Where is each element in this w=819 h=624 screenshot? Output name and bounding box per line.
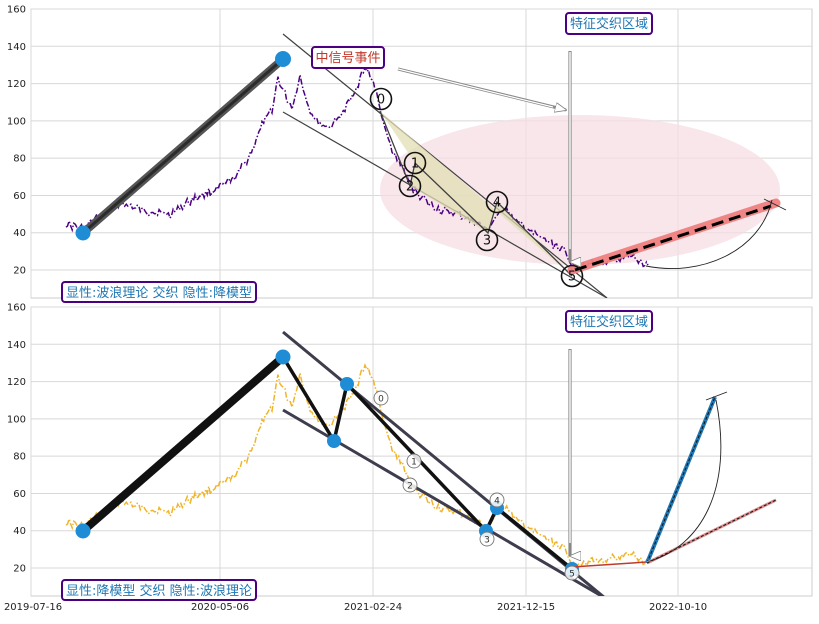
wave-marker-circle	[560, 264, 584, 288]
top-y-ticks: 20 40 60 80 100 120 140 160	[7, 5, 26, 277]
bottom-secondary-peak-point	[340, 377, 354, 391]
bottom-grid	[30, 306, 812, 596]
y-tick-label: 40	[13, 228, 26, 239]
wave-marker-label: 1	[411, 457, 417, 467]
wave-marker-circle	[402, 477, 418, 493]
x-tick-label: 2021-12-15	[497, 602, 555, 613]
y-tick-label: 40	[13, 526, 26, 537]
bottom-price-series	[65, 362, 649, 569]
top-grid	[30, 8, 812, 298]
top-zone-box: 特征交织区域	[565, 12, 653, 35]
top-peak-point	[275, 51, 291, 67]
x-tick-label: 2022-10-10	[649, 602, 707, 613]
top-upper-trendline	[282, 33, 608, 298]
bottom-y-ticks: 20 40 60 80 100 120 140 160	[7, 303, 26, 575]
wave-marker-circle	[479, 531, 495, 547]
event-arrow-inner	[397, 68, 554, 108]
y-tick-label: 140	[7, 42, 26, 53]
wave-marker-circle	[564, 565, 580, 581]
wave-channel-fill	[380, 111, 572, 276]
top-forecast-arc	[645, 199, 773, 269]
bottom-peak-point	[275, 349, 291, 365]
wave-marker-label: 1	[411, 157, 419, 172]
wave-marker-circle	[489, 492, 505, 508]
bottom-zone-text: 特征交织区域	[570, 314, 648, 330]
top-legend-text: 显性:波浪理论 交织 隐性:降模型	[66, 285, 252, 301]
wave-marker-circle	[373, 390, 389, 406]
y-tick-label: 100	[7, 116, 26, 127]
bottom-initial-wave-line	[79, 353, 287, 535]
wave-marker-circle	[403, 151, 427, 175]
wave-marker-label: 3	[483, 234, 491, 249]
bottom-legend-text: 显性:降模型 交织 隐性:波浪理论	[66, 583, 252, 599]
top-zone-text: 特征交织区域	[570, 16, 648, 32]
bottom-wave-labels: 0 1 2 3 4 5	[373, 390, 580, 581]
wave-marker-label: 4	[493, 196, 501, 211]
bottom-start-point	[75, 523, 91, 539]
event-box: 中信号事件	[311, 46, 385, 69]
y-tick-label: 20	[13, 564, 26, 575]
top-legend-box: 显性:波浪理论 交织 隐性:降模型	[61, 281, 257, 303]
y-tick-label: 80	[13, 154, 26, 165]
bottom-zone-box: 特征交织区域	[565, 310, 653, 333]
x-tick-label: 2021-02-24	[344, 602, 402, 613]
top-forecast-line	[567, 198, 781, 275]
top-plot-area: 0 1 2 3 4 5	[65, 33, 787, 298]
wave-marker-label: 0	[377, 93, 385, 108]
y-tick-label: 120	[7, 377, 26, 388]
bottom-forecast-down-line	[571, 561, 648, 568]
bottom-trough-point	[327, 434, 341, 448]
wave-marker-circle	[369, 87, 393, 111]
top-forecast-dashes	[574, 204, 772, 272]
top-price-series	[65, 64, 649, 271]
bottom-lower-forecast-dash	[646, 499, 777, 564]
y-tick-label: 160	[7, 5, 26, 16]
wave-marker-circle	[398, 174, 422, 198]
wave-marker-label: 5	[569, 569, 575, 579]
wave-marker-label: 0	[378, 394, 384, 404]
y-tick-label: 20	[13, 266, 26, 277]
y-tick-label: 120	[7, 79, 26, 90]
wave-marker-label: 3	[484, 535, 490, 545]
top-initial-wave-core	[82, 57, 284, 235]
bottom-forecast-endcap	[705, 391, 728, 401]
x-tick-label: 2019-07-16	[4, 602, 62, 613]
top-wave-labels: 0 1 2 3 4 5	[369, 87, 584, 288]
wave-marker-label: 5	[568, 270, 576, 285]
y-tick-label: 80	[13, 452, 26, 463]
y-tick-label: 140	[7, 340, 26, 351]
wave-marker-label: 2	[406, 180, 414, 195]
wave-marker-circle	[485, 190, 509, 214]
x-tick-label: 2020-05-06	[191, 602, 249, 613]
event-text: 中信号事件	[315, 51, 380, 66]
y-tick-label: 100	[7, 414, 26, 425]
top-forecast-endcap	[763, 198, 787, 211]
x-axis-ticks: 2019-07-16 2020-05-06 2021-02-24 2021-12-15…	[4, 602, 707, 613]
wave-marker-label: 2	[407, 481, 413, 491]
y-tick-label: 60	[13, 489, 26, 500]
bottom-panel-frame	[30, 306, 813, 597]
y-tick-label: 60	[13, 191, 26, 202]
bottom-forecast-arc	[649, 399, 722, 562]
bottom-upper-forecast	[645, 396, 717, 564]
top-wave-path	[379, 110, 573, 277]
wave-marker-label: 4	[494, 496, 500, 506]
wave-marker-circle	[475, 228, 499, 252]
y-tick-label: 160	[7, 303, 26, 314]
top-start-point	[75, 225, 91, 241]
wave-marker-circle	[406, 453, 422, 469]
bottom-legend-box: 显性:降模型 交织 隐性:波浪理论	[61, 579, 257, 601]
bottom-plot-area: 0 1 2 3 4 5	[65, 330, 777, 596]
